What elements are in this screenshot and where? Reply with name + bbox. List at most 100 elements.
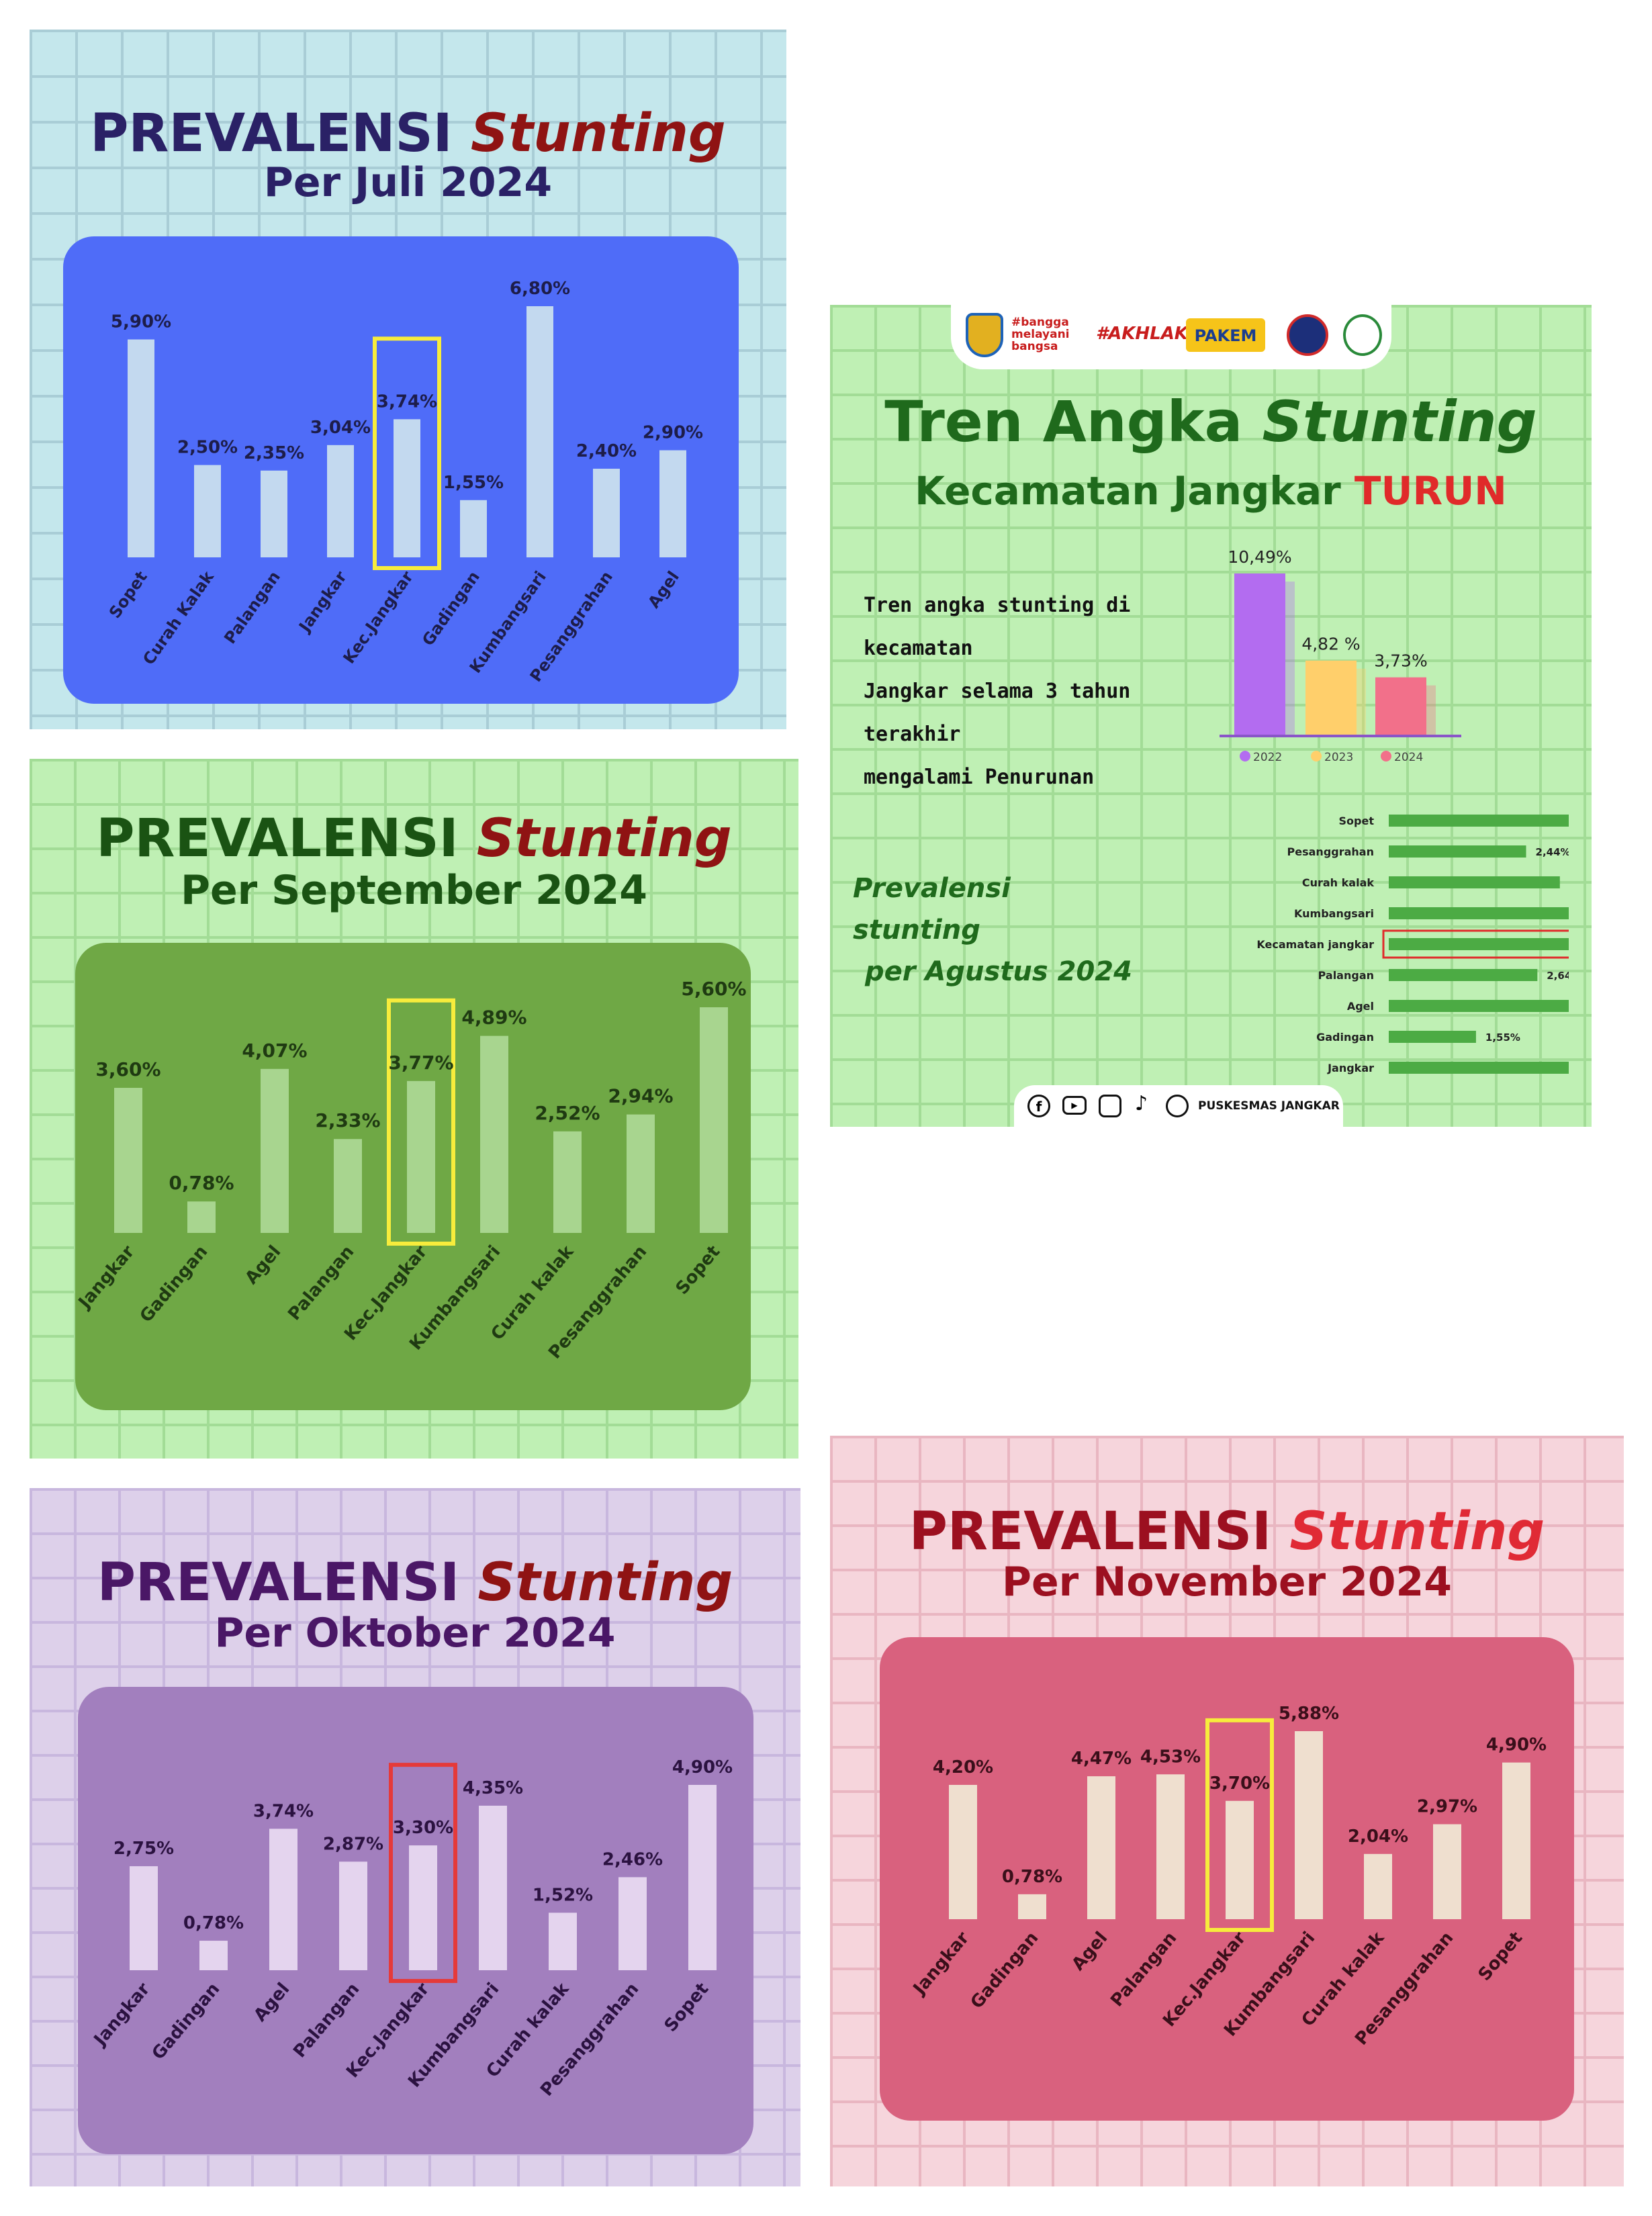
november-title-accent: Stunting [1289, 1502, 1545, 1562]
november-category-label-gadingan: Gadingan [967, 1928, 1043, 2013]
agustus-bar-sopet [1389, 815, 1569, 827]
september-category-label-palangan: Palangan [284, 1242, 358, 1324]
november-bar-kec-jangkar [1226, 1800, 1254, 1919]
agustus-bar-palangan [1389, 969, 1538, 981]
agustus-highlight-box [1382, 929, 1569, 959]
oktober-chart-card: 2,75% Jangkar 0,78% Gadingan 3,74% Agel 2,87% P… [78, 1687, 753, 2154]
september-highlight-box [387, 998, 455, 1246]
globe-icon[interactable] [1166, 1095, 1189, 1117]
tren-subtitle-a: Kecamatan Jangkar [915, 468, 1341, 514]
oktober-title-accent: Stunting [477, 1553, 733, 1613]
november-category-label-sopet: Sopet [1475, 1928, 1527, 1985]
juli-chart-card: 5,90% Sopet 2,50% Curah Kalak 2,35% Palangan 3… [63, 236, 739, 704]
oktober-bar-curah-kalak [549, 1912, 577, 1970]
agustus-bar-kecamatan-jangkar [1389, 938, 1569, 950]
july-category-label-jangkar: Jangkar [295, 567, 351, 637]
panel-oktober: PREVALENSI Stunting Per Oktober 2024 2,7… [30, 1488, 800, 2186]
tren-legend-label-2022: 2022 [1253, 751, 1282, 764]
akhlak-logo: #AKHLAK [1096, 324, 1188, 344]
july-bar-gadingan [460, 500, 487, 557]
july-category-label-gadingan: Gadingan [418, 567, 484, 649]
july-value-label-gadingan: 1,55% [443, 473, 504, 493]
tren-bar-2023 [1305, 660, 1357, 735]
tren-title-a: Tren Angka [884, 389, 1243, 455]
oktober-bar-sopet [688, 1785, 717, 1970]
july-highlight-box [373, 336, 441, 571]
oktober-category-label-agel: Agel [250, 1979, 293, 2025]
tren-legend-dot-2023 [1311, 751, 1322, 761]
september-title: PREVALENSI Stunting [30, 813, 798, 865]
november-category-label-agel: Agel [1068, 1928, 1111, 1974]
november-highlight-box [1205, 1718, 1274, 1933]
september-bar-sopet [700, 1007, 728, 1233]
agustus-category-label-pesanggrahan: Pesanggrahan [1287, 845, 1374, 858]
oktober-subtitle: Per Oktober 2024 [214, 1610, 616, 1657]
facebook-icon[interactable]: f [1027, 1095, 1050, 1117]
agustus-category-label-kecamatan-jangkar: Kecamatan jangkar [1256, 938, 1374, 951]
july-bar-kec-jangkar [394, 419, 420, 557]
youtube-icon[interactable]: ▶ [1062, 1096, 1087, 1115]
november-bar-kumbangsari [1295, 1731, 1323, 1919]
november-bar-agel [1087, 1776, 1115, 1919]
tiktok-icon[interactable]: ♪ [1135, 1092, 1148, 1115]
agustus-bar-gadingan [1389, 1031, 1476, 1043]
tren-description-line-3: mengalami Penurunan [864, 766, 1095, 789]
september-category-label-jangkar: Jangkar [75, 1242, 138, 1313]
oktober-category-label-sopet: Sopet [661, 1979, 713, 2036]
banyuwangi-emblem-icon [966, 313, 1003, 357]
agustus-category-label-curah-kalak: Curah kalak [1302, 876, 1375, 889]
agustus-value-label-gadingan: 1,55% [1485, 1031, 1520, 1044]
agustus-value-label-pesanggrahan: 2,44% [1536, 846, 1569, 858]
agustus-label-line-2: per Agustus 2024 [865, 956, 1132, 987]
oktober-value-label-pesanggrahan: 2,46% [602, 1849, 663, 1869]
tren-value-label-2023: 4,82 % [1301, 635, 1360, 654]
bangga-melayani-logo: #bangga melayani bangsa [1011, 316, 1070, 353]
november-chart-card: 4,20% Jangkar 0,78% Gadingan 4,47% Agel 4,53% P… [880, 1637, 1574, 2121]
instagram-icon[interactable] [1099, 1095, 1121, 1117]
health-office-emblem-icon [1343, 314, 1382, 356]
july-value-label-curah-kalak: 2,50% [177, 438, 238, 458]
november-value-label-jangkar: 4,20% [933, 1757, 993, 1778]
november-bar-gadingan [1018, 1894, 1046, 1919]
september-bar-kumbangsari [480, 1035, 508, 1233]
november-category-label-palangan: Palangan [1107, 1928, 1181, 2011]
oktober-bar-agel [269, 1829, 297, 1970]
september-bar-palangan [334, 1139, 362, 1233]
september-category-label-sopet: Sopet [672, 1242, 725, 1299]
july-category-label-agel: Agel [644, 567, 683, 611]
july-bar-palangan [261, 470, 287, 557]
agustus-category-label-sopet: Sopet [1339, 815, 1375, 827]
november-value-label-kumbangsari: 5,88% [1279, 1704, 1339, 1724]
juli-chart: 5,90% Sopet 2,50% Curah Kalak 2,35% Palangan 3… [105, 279, 703, 686]
november-value-label-sopet: 4,90% [1486, 1735, 1547, 1755]
juli-title-accent: Stunting [470, 103, 726, 164]
september-value-label-kumbangsari: 4,89% [461, 1007, 526, 1029]
july-value-label-pesanggrahan: 2,40% [576, 441, 637, 461]
july-value-label-kumbangsari: 6,80% [510, 279, 570, 299]
november-bar-curah-kalak [1364, 1853, 1392, 1919]
september-bar-kec-jangkar [407, 1080, 435, 1233]
oktober-category-label-jangkar: Jangkar [89, 1979, 154, 2051]
july-category-label-sopet: Sopet [105, 567, 151, 622]
oktober-value-label-jangkar: 2,75% [113, 1839, 174, 1859]
tren-bar-2022 [1234, 573, 1285, 735]
oktober-value-label-agel: 3,74% [253, 1801, 314, 1821]
september-bar-curah-kalak [553, 1131, 582, 1233]
september-chart-card: 3,60% Jangkar 0,78% Gadingan 4,07% Agel 2,33% P… [74, 943, 751, 1410]
agustus-label-line-1: Prevalensi stunting [853, 873, 1011, 945]
september-bar-pesanggrahan [627, 1114, 655, 1233]
oktober-bar-gadingan [199, 1941, 228, 1970]
tren-value-label-2024: 3,73% [1374, 651, 1427, 671]
oktober-value-label-kumbangsari: 4,35% [463, 1778, 523, 1798]
oktober-value-label-curah-kalak: 1,52% [533, 1885, 593, 1905]
agustus-category-label-palangan: Palangan [1318, 969, 1374, 982]
july-value-label-agel: 2,90% [643, 423, 703, 443]
september-category-label-agel: Agel [241, 1242, 285, 1288]
september-value-label-agel: 4,07% [242, 1040, 307, 1062]
september-category-label-gadingan: Gadingan [136, 1242, 212, 1326]
juli-title-main: PREVALENSI [90, 103, 453, 164]
july-bar-sopet [128, 339, 154, 557]
tren-legend-label-2023: 2023 [1324, 751, 1353, 764]
oktober-bar-kec-jangkar [409, 1845, 437, 1970]
juli-subtitle: Per Juli 2024 [263, 159, 553, 206]
